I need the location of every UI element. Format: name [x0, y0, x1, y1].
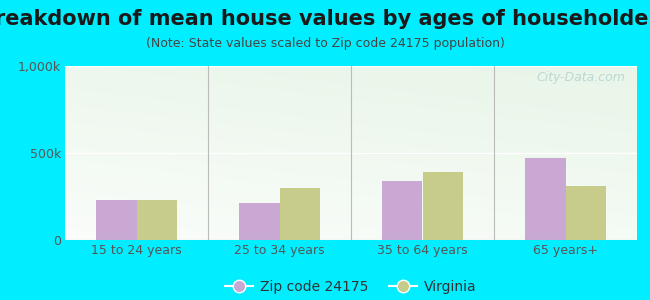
Bar	[525, 158, 566, 240]
Text: City-Data.com: City-Data.com	[537, 71, 625, 84]
Bar	[280, 188, 320, 240]
Text: Breakdown of mean house values by ages of householders: Breakdown of mean house values by ages o…	[0, 9, 650, 29]
Bar	[136, 200, 177, 240]
Bar	[96, 200, 136, 240]
Legend: Zip code 24175, Virginia: Zip code 24175, Virginia	[220, 274, 482, 299]
Text: (Note: State values scaled to Zip code 24175 population): (Note: State values scaled to Zip code 2…	[146, 38, 504, 50]
Bar	[382, 181, 422, 240]
Bar	[566, 186, 606, 240]
Bar	[239, 203, 280, 240]
Bar	[422, 172, 463, 240]
